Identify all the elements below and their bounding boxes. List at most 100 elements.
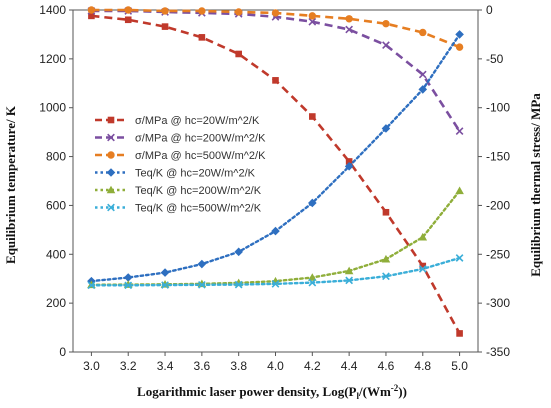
series-3-point-5 [271, 226, 280, 236]
series-3-point-3 [197, 259, 207, 269]
series-1-point-7 [345, 25, 354, 34]
left-tick-label-7: 1400 [39, 3, 66, 17]
series-5-point-10-stroke-b [455, 254, 464, 262]
right-tick-label-7: -350 [486, 345, 510, 359]
x-axis-title-mid: /(Wm [358, 384, 391, 399]
legend-label-5: Teq/K @ hc=500W/m^2/K [135, 203, 262, 215]
series-2-point-3 [198, 7, 206, 15]
left-tick-label-1: 200 [46, 296, 66, 310]
series-4-point-6 [308, 273, 317, 281]
x-axis-title-main: Logarithmic laser power density, Log(P [137, 384, 356, 399]
series-3-point-9 [418, 85, 428, 94]
series-5-point-2-stroke-b [161, 281, 169, 289]
legend-marker-3 [106, 168, 116, 177]
left-y-axis-title: Equilibrium temperature/ K [3, 105, 18, 264]
series-0-point-6 [309, 113, 316, 120]
x-axis-title: Logarithmic laser power density, Log(Pl/… [137, 383, 407, 401]
legend-label-1: σ/MPa @ hc=200W/m^2/K [135, 133, 266, 145]
x-tick-label-7: 4.4 [341, 359, 358, 373]
plot-border [72, 9, 479, 353]
left-tick-label-4: 800 [46, 150, 66, 164]
series-0-point-0 [88, 12, 95, 20]
series-4-point-7 [344, 266, 354, 275]
series-0-point-5 [272, 77, 279, 84]
right-tick-label-6: -300 [486, 296, 510, 310]
series-2-point-4 [234, 8, 243, 16]
x-tick-label-2: 3.4 [157, 359, 174, 373]
series-5-point-5 [271, 279, 280, 288]
series-4-point-8 [381, 254, 391, 263]
left-tick-label-2: 400 [46, 247, 66, 261]
series-3-point-2 [160, 268, 170, 277]
right-y-axis-title: Equilibrium thermal stress/ MPa [528, 93, 543, 277]
series-5-point-0 [87, 281, 96, 290]
series-2-point-7 [345, 15, 353, 23]
series-1-point-8 [382, 41, 390, 50]
series-1-point-6-stroke-b [308, 17, 317, 26]
right-tick-label-1: -50 [486, 52, 504, 66]
right-tick-label-0: 0 [486, 3, 493, 17]
series-5-point-4-stroke-b [234, 280, 243, 289]
legend-marker-1 [107, 133, 115, 142]
series-5-point-1 [124, 281, 133, 290]
x-tick-label-1: 3.2 [120, 359, 137, 373]
legend-marker-0 [107, 116, 115, 124]
plot-frame [72, 9, 479, 353]
series-5-point-3 [197, 280, 206, 289]
x-axis-title-close: )) [398, 384, 407, 399]
series-4-point-9 [418, 232, 428, 241]
series-1-point-9-stroke-b [418, 70, 427, 79]
series-5-point-0-stroke-b [87, 281, 96, 290]
x-tick-label-0: 3.0 [83, 359, 100, 373]
series-5-point-7-stroke-b [345, 276, 354, 285]
series-2-point-0 [87, 6, 96, 14]
series-0-point-4 [235, 50, 242, 58]
series-0-point-9 [419, 262, 427, 270]
series-2-point-10 [455, 43, 464, 51]
series-0 [88, 12, 463, 337]
series-5-point-10 [455, 254, 464, 262]
legend-label-2: σ/MPa @ hc=500W/m^2/K [135, 150, 266, 162]
series-5-point-8-stroke-b [382, 272, 390, 281]
series-3-point-7 [344, 162, 354, 171]
series-5-point-4 [234, 280, 243, 289]
legend-marker-4 [106, 185, 116, 194]
right-tick-label-2: -100 [486, 101, 510, 115]
x-tick-label-10: 5.0 [451, 359, 468, 373]
series-0-point-3 [198, 34, 206, 41]
x-tick-label-6: 4.2 [304, 359, 321, 373]
series-5-point-9 [418, 265, 427, 273]
left-tick-label-3: 600 [46, 198, 66, 212]
series-5-point-1-stroke-b [124, 281, 133, 290]
series-3-point-8 [381, 124, 391, 133]
legend-label-3: Teq/K @ hc=20W/m^2/K [135, 168, 256, 180]
legend-marker-5-stroke-b [107, 203, 115, 212]
legend-label-0: σ/MPa @ hc=20W/m^2/K [135, 115, 260, 127]
right-tick-label-5: -250 [486, 247, 510, 261]
x-axis-title-sup: -2 [391, 383, 399, 393]
series-3-point-10 [455, 30, 464, 39]
series-2-point-5 [271, 9, 280, 17]
series-5-point-8 [382, 272, 390, 281]
legend-label-4: Teq/K @ hc=200W/m^2/K [135, 185, 262, 197]
series-0-point-7 [345, 158, 353, 165]
series-2-point-2 [161, 7, 169, 15]
left-tick-label-6: 1200 [39, 52, 66, 66]
series-1-point-7-stroke-b [345, 25, 354, 34]
legend: σ/MPa @ hc=20W/m^2/K σ/MPa @ hc=200W/m^2/… [95, 115, 266, 215]
series-4-point-10 [455, 186, 464, 195]
x-tick-label-3: 3.6 [194, 359, 211, 373]
series-layer [87, 6, 464, 337]
series-5-point-7 [345, 276, 354, 285]
right-tick-label-3: -150 [486, 150, 510, 164]
series-2-point-6 [308, 12, 317, 20]
series-0-point-8 [382, 208, 390, 216]
series-5 [87, 254, 464, 290]
legend-marker-1-stroke-b [107, 133, 115, 142]
series-5-point-2 [161, 281, 169, 289]
x-tick-label-9: 4.8 [414, 359, 431, 373]
x-axis: 3.0 3.2 3.4 3.6 3.8 4.0 4.2 4.4 4.6 4.8 5.0 [83, 352, 468, 373]
series-1-point-8-stroke-b [382, 41, 390, 50]
x-tick-label-8: 4.6 [378, 359, 395, 373]
series-3-point-6 [308, 198, 317, 208]
